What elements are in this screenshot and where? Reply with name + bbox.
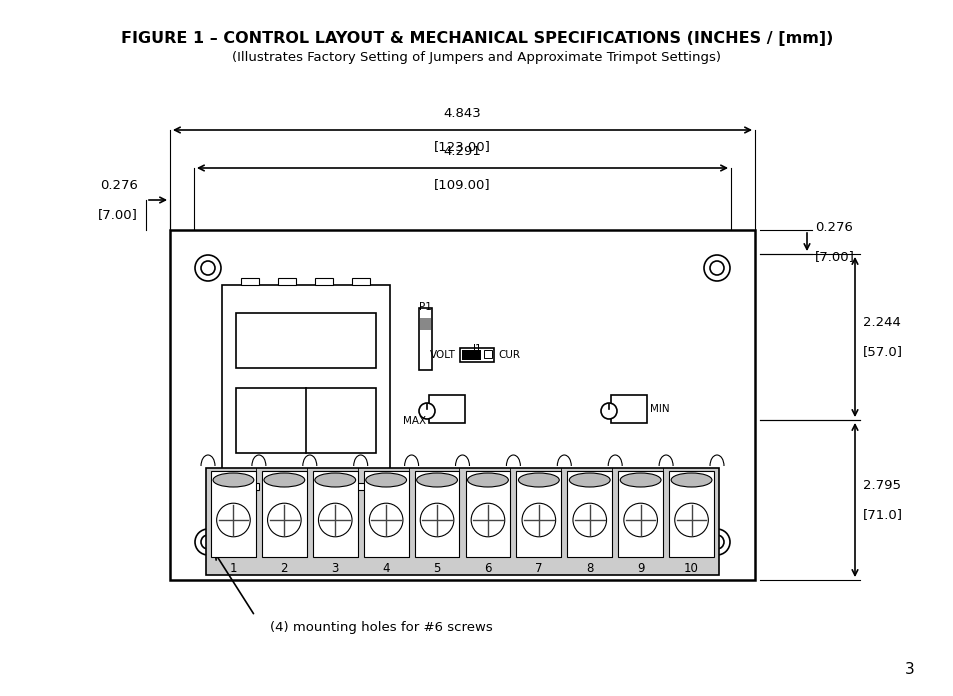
Text: 8: 8 [585, 562, 593, 574]
Ellipse shape [416, 473, 457, 487]
Text: MIN: MIN [649, 404, 669, 414]
Bar [241, 278, 258, 285]
Ellipse shape [264, 473, 304, 487]
Bar [277, 483, 295, 490]
Text: VOLT: VOLT [430, 350, 456, 360]
Text: 0.276: 0.276 [100, 179, 138, 192]
Bar [352, 483, 370, 490]
Bar [418, 308, 432, 370]
Bar [567, 471, 612, 557]
Bar [483, 350, 492, 358]
Text: 3: 3 [904, 663, 914, 677]
Ellipse shape [671, 473, 711, 487]
Circle shape [420, 503, 454, 537]
Bar [465, 471, 510, 557]
Bar [222, 285, 390, 483]
Text: 4.291: 4.291 [443, 145, 481, 158]
Text: 4.843: 4.843 [443, 107, 481, 120]
Bar [459, 348, 494, 362]
Text: [109.00]: [109.00] [434, 178, 490, 191]
Circle shape [194, 529, 221, 555]
Bar [429, 395, 464, 423]
Bar [415, 471, 459, 557]
Text: 10: 10 [683, 562, 699, 574]
Bar [241, 483, 258, 490]
Ellipse shape [314, 473, 355, 487]
Circle shape [201, 261, 214, 275]
Bar [314, 278, 333, 285]
Text: [7.00]: [7.00] [98, 208, 138, 221]
Circle shape [267, 503, 301, 537]
Circle shape [216, 503, 250, 537]
Text: 7: 7 [535, 562, 542, 574]
Bar [352, 278, 370, 285]
Text: MAX: MAX [402, 416, 426, 426]
Text: 2: 2 [280, 562, 288, 574]
Circle shape [369, 503, 402, 537]
Bar [314, 483, 333, 490]
Circle shape [318, 503, 352, 537]
Bar [235, 313, 375, 368]
Text: 4: 4 [382, 562, 390, 574]
Bar [277, 278, 295, 285]
Text: 6: 6 [484, 562, 491, 574]
Ellipse shape [517, 473, 558, 487]
Ellipse shape [569, 473, 610, 487]
Text: [123.00]: [123.00] [434, 140, 491, 153]
Circle shape [703, 255, 729, 281]
Bar [461, 350, 480, 360]
Bar [363, 471, 408, 557]
Circle shape [521, 503, 555, 537]
Text: 2.795: 2.795 [862, 479, 900, 492]
Bar [211, 471, 255, 557]
Circle shape [573, 503, 606, 537]
Ellipse shape [467, 473, 508, 487]
Circle shape [703, 529, 729, 555]
Text: P1: P1 [418, 302, 431, 312]
Text: 5: 5 [433, 562, 440, 574]
Text: (4) mounting holes for #6 screws: (4) mounting holes for #6 screws [270, 622, 493, 635]
Bar [313, 471, 357, 557]
Circle shape [194, 255, 221, 281]
Circle shape [418, 403, 435, 419]
Text: 1: 1 [230, 562, 237, 574]
Ellipse shape [213, 473, 253, 487]
Text: (Illustrates Factory Setting of Jumpers and Approximate Trimpot Settings): (Illustrates Factory Setting of Jumpers … [233, 52, 720, 65]
Text: 2.244: 2.244 [862, 316, 900, 329]
Bar [610, 395, 646, 423]
Bar [206, 468, 719, 575]
Ellipse shape [365, 473, 406, 487]
Text: FIGURE 1 – CONTROL LAYOUT & MECHANICAL SPECIFICATIONS (INCHES / [mm]): FIGURE 1 – CONTROL LAYOUT & MECHANICAL S… [121, 31, 832, 45]
Bar [235, 388, 375, 453]
Ellipse shape [619, 473, 660, 487]
Circle shape [674, 503, 708, 537]
Bar [262, 471, 307, 557]
Bar [668, 471, 713, 557]
Circle shape [471, 503, 504, 537]
Circle shape [709, 535, 723, 549]
Bar [170, 230, 754, 580]
Text: CUR: CUR [497, 350, 519, 360]
Text: [7.00]: [7.00] [814, 250, 854, 263]
Circle shape [709, 261, 723, 275]
Bar [419, 318, 431, 330]
Text: [71.0]: [71.0] [862, 508, 902, 521]
Circle shape [600, 403, 617, 419]
Text: [57.0]: [57.0] [862, 345, 902, 358]
Text: 3: 3 [332, 562, 338, 574]
Text: 0.276: 0.276 [814, 221, 852, 234]
Text: 9: 9 [637, 562, 643, 574]
Circle shape [623, 503, 657, 537]
Text: J1: J1 [472, 344, 481, 354]
Circle shape [201, 535, 214, 549]
Bar [618, 471, 662, 557]
Bar [516, 471, 560, 557]
